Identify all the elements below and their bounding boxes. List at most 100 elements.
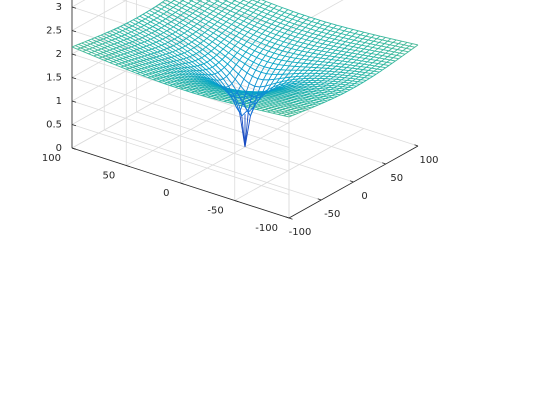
mesh-segment: [324, 26, 329, 30]
mesh-segment: [340, 33, 347, 36]
mesh-segment: [236, 48, 241, 53]
mesh-segment: [330, 62, 334, 67]
mesh-segment: [196, 23, 203, 28]
mesh-segment: [102, 56, 108, 60]
mesh-segment: [277, 17, 284, 21]
mesh-segment: [233, 96, 241, 113]
mesh-segment: [264, 39, 270, 42]
mesh-segment: [173, 80, 180, 84]
mesh-segment: [308, 60, 313, 65]
mesh-segment: [234, 45, 241, 50]
mesh-segment: [284, 32, 291, 36]
mesh-segment: [92, 47, 99, 51]
mesh-segment: [215, 38, 222, 43]
mesh-segment: [336, 57, 341, 61]
mesh-segment: [240, 96, 247, 99]
mesh-segment: [137, 44, 144, 48]
mesh-segment: [313, 60, 318, 65]
mesh-segment: [229, 42, 236, 47]
mesh-segment: [305, 16, 310, 21]
mesh-segment: [358, 47, 364, 50]
mesh-segment: [337, 66, 342, 70]
mesh-segment: [253, 34, 259, 38]
mesh-segment: [126, 22, 133, 27]
mesh-segment: [152, 7, 159, 12]
mesh-segment: [214, 47, 221, 53]
mesh-segment: [93, 42, 100, 46]
mesh-segment: [273, 52, 280, 56]
y-tick-mark: [288, 217, 293, 220]
mesh-segment: [129, 55, 135, 60]
mesh-segment: [199, 0, 203, 2]
mesh-segment: [165, 16, 170, 20]
mesh-segment: [280, 65, 285, 71]
mesh-segment: [89, 48, 95, 52]
mesh-segment: [312, 49, 317, 54]
mesh-segment: [351, 85, 357, 87]
mesh-segment: [279, 30, 285, 34]
mesh-segment: [229, 15, 233, 20]
mesh-segment: [366, 66, 372, 69]
mesh-segment: [133, 35, 140, 40]
mesh-segment: [330, 65, 336, 67]
mesh-segment: [245, 106, 252, 109]
mesh-segment: [222, 21, 227, 25]
mesh-segment: [231, 0, 236, 4]
mesh-segment: [396, 39, 402, 42]
mesh-segment: [232, 0, 235, 2]
mesh-segment: [185, 45, 192, 51]
mesh-segment: [104, 47, 111, 51]
mesh-segment: [218, 35, 225, 40]
mesh-segment: [350, 56, 355, 60]
mesh-segment: [127, 47, 134, 52]
mesh-segment: [260, 19, 267, 23]
mesh-segment: [241, 15, 247, 19]
mesh-segment: [217, 42, 222, 46]
mesh-segment: [297, 20, 304, 24]
mesh-segment: [175, 29, 179, 33]
z-tick-mark: [71, 30, 77, 33]
mesh-segment: [197, 13, 202, 17]
mesh-segment: [204, 10, 211, 15]
mesh-segment: [165, 66, 172, 70]
mesh-segment: [283, 16, 288, 21]
mesh-segment: [282, 7, 288, 11]
mesh-segment: [252, 43, 258, 48]
mesh-segment: [153, 68, 159, 73]
mesh-segment: [75, 45, 81, 49]
mesh-segment: [221, 32, 228, 37]
mesh-segment: [218, 13, 225, 17]
mesh-segment: [274, 105, 281, 108]
mesh-segment: [173, 71, 180, 76]
mesh-segment: [194, 60, 201, 66]
mesh-segment: [193, 25, 200, 30]
mesh-segment: [287, 110, 294, 113]
mesh-segment: [168, 16, 175, 21]
mesh-segment: [314, 37, 321, 40]
mesh-segment: [319, 27, 325, 30]
mesh-segment: [279, 77, 286, 80]
mesh-segment: [183, 58, 189, 63]
mesh-segment: [202, 95, 208, 98]
mesh-segment: [152, 5, 157, 9]
mesh-segment: [142, 51, 148, 56]
mesh-segment: [279, 50, 284, 56]
mesh-segment: [244, 12, 251, 16]
mesh-segment: [164, 43, 171, 48]
mesh-segment: [191, 91, 197, 95]
mesh-segment: [231, 45, 236, 50]
x-tick-mark: [285, 216, 290, 219]
mesh-segment: [201, 32, 205, 36]
mesh-segment: [97, 36, 104, 40]
mesh-segment: [112, 48, 119, 52]
mesh-segment: [123, 53, 130, 57]
mesh-segment: [287, 48, 292, 53]
mesh-segment: [239, 59, 246, 65]
mesh-segment: [116, 25, 121, 29]
mesh-segment: [272, 12, 277, 17]
mesh-segment: [377, 48, 384, 51]
mesh-segment: [289, 31, 294, 36]
mesh-segment: [203, 40, 210, 45]
mesh-segment: [369, 33, 375, 36]
mesh-segment: [287, 9, 294, 12]
